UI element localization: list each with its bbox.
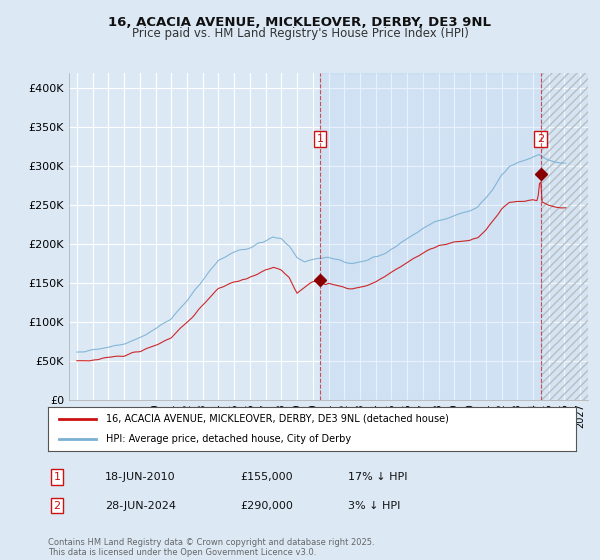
Text: 17% ↓ HPI: 17% ↓ HPI (348, 472, 407, 482)
Text: 28-JUN-2024: 28-JUN-2024 (105, 501, 176, 511)
Text: 16, ACACIA AVENUE, MICKLEOVER, DERBY, DE3 9NL (detached house): 16, ACACIA AVENUE, MICKLEOVER, DERBY, DE… (106, 414, 449, 424)
Text: 2: 2 (53, 501, 61, 511)
Text: 3% ↓ HPI: 3% ↓ HPI (348, 501, 400, 511)
Text: 18-JUN-2010: 18-JUN-2010 (105, 472, 176, 482)
Text: HPI: Average price, detached house, City of Derby: HPI: Average price, detached house, City… (106, 434, 351, 444)
Bar (320, 73, 541, 400)
Text: 2: 2 (537, 134, 544, 144)
Bar (541, 73, 588, 400)
Text: 1: 1 (53, 472, 61, 482)
Bar (541, 73, 588, 400)
Text: 16, ACACIA AVENUE, MICKLEOVER, DERBY, DE3 9NL: 16, ACACIA AVENUE, MICKLEOVER, DERBY, DE… (109, 16, 491, 29)
Text: Contains HM Land Registry data © Crown copyright and database right 2025.
This d: Contains HM Land Registry data © Crown c… (48, 538, 374, 557)
Text: £155,000: £155,000 (240, 472, 293, 482)
Text: 1: 1 (317, 134, 323, 144)
Text: Price paid vs. HM Land Registry's House Price Index (HPI): Price paid vs. HM Land Registry's House … (131, 27, 469, 40)
Text: £290,000: £290,000 (240, 501, 293, 511)
